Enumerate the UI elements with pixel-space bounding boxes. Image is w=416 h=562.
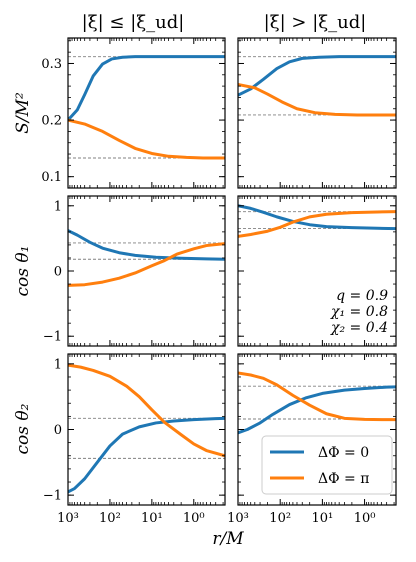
y-tick-label: 0.1 — [41, 170, 62, 185]
y-tick-label: 0 — [54, 423, 62, 438]
panel-r0-c1 — [237, 37, 397, 189]
x-tick-label: 10⁰ — [183, 511, 205, 526]
panel-r1-c0: −1 0 1 — [43, 195, 226, 347]
legend: ΔΦ = 0 ΔΦ = π — [261, 435, 393, 495]
panel-frame — [67, 37, 226, 189]
series-line-dphi0 — [238, 55, 396, 97]
y-tick-label: 1 — [54, 357, 62, 372]
series-line-dphipi — [68, 363, 225, 458]
series-line-dphipi — [68, 242, 225, 287]
x-tick-label: 10³ — [57, 511, 79, 526]
x-tick-label: 10² — [99, 511, 121, 526]
series-line-dphi0 — [68, 229, 225, 261]
series-line-dphi0 — [68, 416, 225, 494]
x-tick-label: 10² — [269, 511, 291, 526]
panel-r2-c0: 10³ 10² 10¹ 10⁰ −1 0 1 — [43, 353, 226, 526]
series-line-dphipi — [238, 82, 396, 117]
y-tick-label: 0 — [54, 265, 62, 280]
y-tick-label: 1 — [54, 199, 62, 214]
x-tick-label: 10⁰ — [354, 511, 376, 526]
column-title-left: |ξ| ≤ |ξ_ud| — [82, 12, 185, 33]
series-line-dphipi — [238, 371, 396, 422]
x-tick-label: 10¹ — [312, 511, 334, 526]
y-tick-label: 0.3 — [41, 57, 62, 72]
legend-label-dphipi: ΔΦ = π — [318, 471, 369, 487]
series-line-dphi0 — [68, 55, 225, 122]
panel-frame — [67, 195, 226, 347]
column-title-right: |ξ| > |ξ_ud| — [264, 12, 367, 33]
annotation-line: χ₂ = 0.4 — [330, 320, 388, 336]
panel-r1-c1 — [237, 195, 397, 347]
y-tick-label: 0.2 — [41, 114, 62, 129]
y-tick-label: −1 — [43, 330, 62, 345]
x-tick-label: 10¹ — [141, 511, 163, 526]
row-ylabel-cos-theta2: cos θ₂ — [13, 403, 33, 454]
annotation-line: χ₁ = 0.8 — [330, 304, 388, 320]
y-tick-label: −1 — [43, 489, 62, 504]
series-line-dphipi — [238, 210, 396, 238]
x-axis-label: r/M — [212, 529, 244, 549]
panel-frame — [237, 37, 397, 189]
annotation-line: q = 0.9 — [336, 288, 388, 304]
parameter-annotation: q = 0.9χ₁ = 0.8χ₂ = 0.4 — [330, 288, 388, 336]
legend-label-dphi0: ΔΦ = 0 — [318, 445, 369, 461]
panel-frame — [67, 353, 226, 506]
x-tick-label: 10³ — [227, 511, 249, 526]
series-line-dphipi — [68, 118, 225, 160]
series-line-dphi0 — [238, 204, 396, 231]
series-line-dphi0 — [238, 385, 396, 435]
panel-r0-c0: 0.1 0.2 0.3 — [41, 37, 226, 189]
panel-r2-c1: 10³ 10² 10¹ 10⁰ — [227, 353, 397, 526]
row-ylabel-s: S/M² — [13, 92, 33, 134]
row-ylabel-cos-theta1: cos θ₁ — [13, 246, 33, 297]
